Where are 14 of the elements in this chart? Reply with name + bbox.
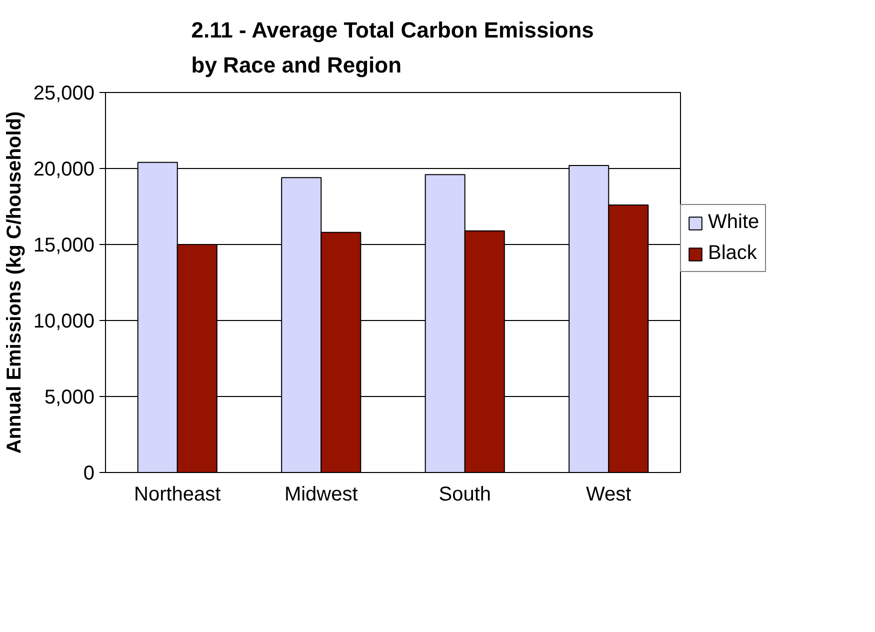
y-tick-label: 15,000: [33, 234, 94, 256]
chart-title: 2.11 - Average Total Carbon Emissions by Race and Region: [191, 18, 594, 78]
legend-label: Black: [708, 242, 758, 265]
y-tick-label: 0: [83, 462, 94, 484]
y-tick-label: 25,000: [33, 82, 94, 104]
x-tick-label: South: [438, 484, 492, 506]
y-tick-label: 20,000: [33, 158, 94, 180]
y-axis-title: Annual Emissions (kg C/household): [3, 111, 26, 454]
y-tick-label: 5,000: [44, 386, 95, 408]
legend-label: White: [708, 211, 760, 234]
x-tick-label: West: [586, 484, 632, 506]
x-tick-label: Midwest: [284, 484, 358, 506]
x-tick-label: Northeast: [134, 484, 222, 506]
y-tick-label: 10,000: [33, 310, 94, 332]
